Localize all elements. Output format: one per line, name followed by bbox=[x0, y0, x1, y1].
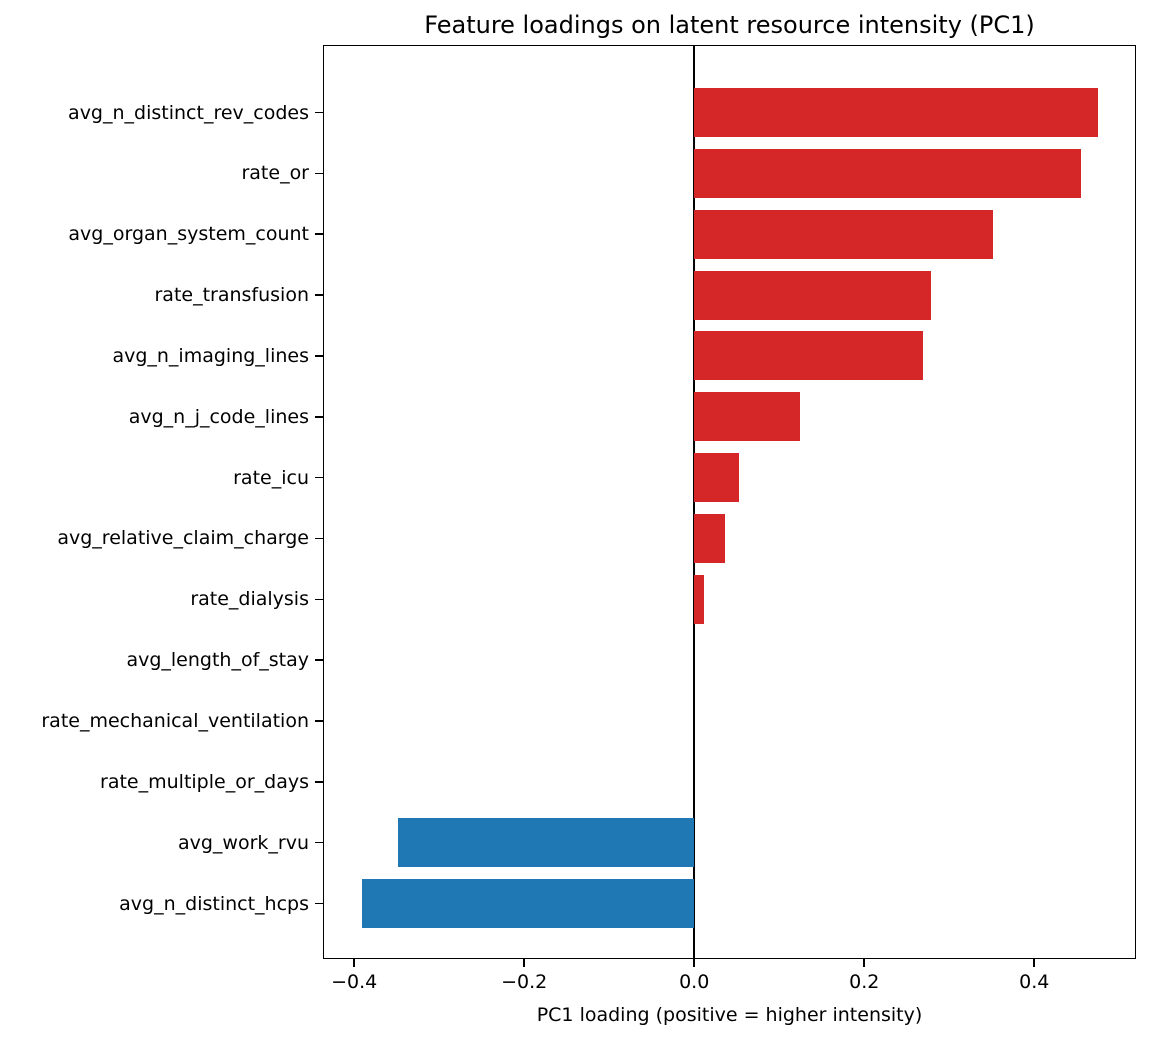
x-tick-label-−0.2: −0.2 bbox=[501, 971, 548, 993]
x-tick bbox=[353, 958, 355, 967]
x-tick-label-0.2: 0.2 bbox=[849, 971, 880, 993]
y-tick bbox=[315, 233, 324, 235]
y-tick bbox=[315, 659, 324, 661]
bar-rate_dialysis bbox=[694, 574, 704, 624]
bar-rate_icu bbox=[694, 453, 740, 503]
y-tick-label-avg_n_distinct_rev_codes: avg_n_distinct_rev_codes bbox=[68, 101, 309, 124]
y-tick-label-avg_length_of_stay: avg_length_of_stay bbox=[126, 649, 309, 672]
y-tick-label-avg_work_rvu: avg_work_rvu bbox=[177, 831, 309, 854]
y-tick bbox=[315, 476, 324, 479]
x-tick bbox=[523, 958, 525, 967]
bar-avg_n_imaging_lines bbox=[694, 331, 923, 381]
y-tick bbox=[315, 781, 324, 783]
y-tick-label-avg_n_distinct_hcps: avg_n_distinct_hcps bbox=[119, 892, 309, 915]
x-tick-label-−0.4: −0.4 bbox=[331, 971, 378, 993]
y-tick bbox=[315, 598, 324, 601]
y-tick-label-rate_dialysis: rate_dialysis bbox=[190, 588, 309, 611]
y-tick bbox=[315, 841, 324, 844]
y-tick-label-rate_mechanical_ventilation: rate_mechanical_ventilation bbox=[41, 710, 309, 732]
bar-rate_or bbox=[694, 148, 1081, 198]
x-axis-label: PC1 loading (positive = higher intensity… bbox=[536, 1004, 923, 1026]
y-tick bbox=[315, 172, 324, 175]
bar-avg_organ_system_count bbox=[694, 209, 993, 259]
x-tick bbox=[693, 958, 695, 967]
y-tick-label-rate_or: rate_or bbox=[241, 162, 309, 185]
x-tick-label-0.4: 0.4 bbox=[1019, 971, 1050, 993]
bar-avg_work_rvu bbox=[398, 818, 695, 868]
x-tick-label-0.0: 0.0 bbox=[679, 971, 710, 993]
y-tick bbox=[315, 355, 324, 357]
bar-rate_transfusion bbox=[694, 270, 931, 320]
y-tick-label-rate_transfusion: rate_transfusion bbox=[154, 284, 309, 307]
y-tick bbox=[315, 537, 324, 540]
y-tick bbox=[315, 111, 324, 114]
chart-title: Feature loadings on latent resource inte… bbox=[424, 11, 1035, 39]
x-tick bbox=[863, 958, 866, 967]
bar-avg_n_j_code_lines bbox=[694, 392, 800, 442]
y-tick-label-avg_n_j_code_lines: avg_n_j_code_lines bbox=[128, 405, 309, 428]
plot-area: avg_n_distinct_rev_codes rate_or avg_organ… bbox=[41, 45, 1136, 1026]
y-tick bbox=[315, 902, 324, 905]
y-tick-label-rate_icu: rate_icu bbox=[233, 466, 309, 489]
y-tick-label-avg_relative_claim_charge: avg_relative_claim_charge bbox=[57, 527, 309, 550]
y-tick bbox=[315, 294, 324, 296]
y-tick-label-rate_multiple_or_days: rate_multiple_or_days bbox=[100, 770, 309, 793]
y-tick bbox=[315, 720, 324, 722]
bar-avg_n_distinct_rev_codes bbox=[694, 88, 1098, 137]
y-tick-label-avg_organ_system_count: avg_organ_system_count bbox=[68, 223, 309, 246]
y-tick bbox=[315, 415, 324, 418]
bar-avg_relative_claim_charge bbox=[694, 513, 725, 563]
bar-avg_n_distinct_hcps bbox=[361, 879, 695, 929]
x-tick bbox=[1033, 958, 1036, 967]
y-tick-label-avg_n_imaging_lines: avg_n_imaging_lines bbox=[112, 344, 309, 367]
